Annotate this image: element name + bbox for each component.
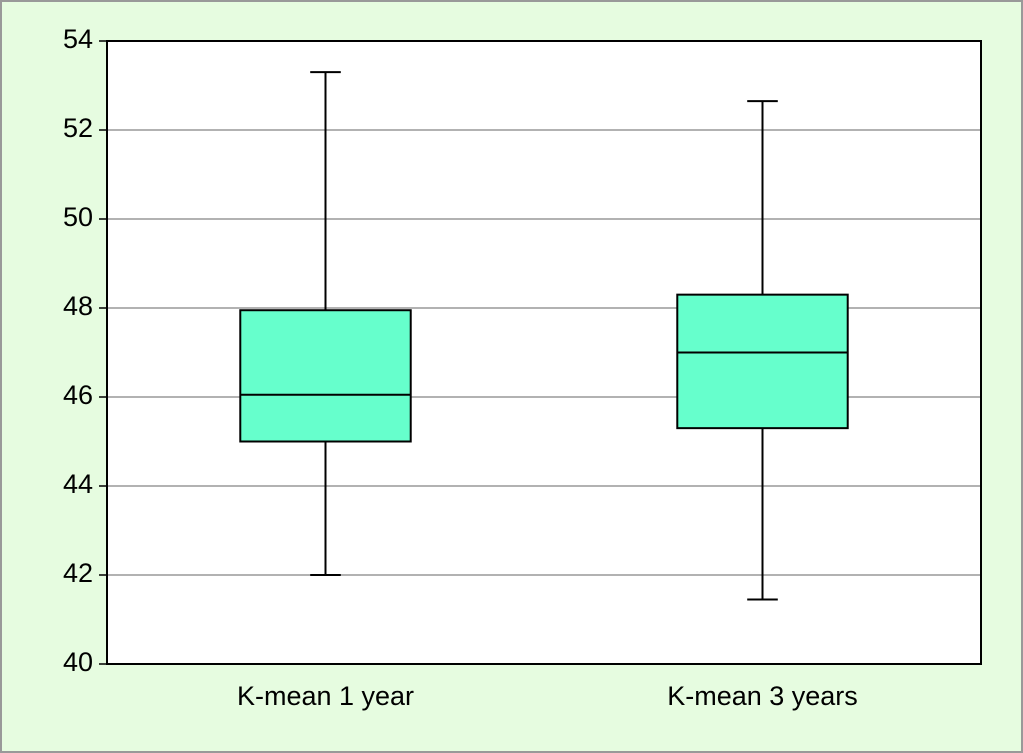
plot-frame: [106, 40, 982, 665]
y-tick-label: 44: [63, 469, 93, 499]
box: [239, 309, 412, 443]
y-tick-label: 50: [63, 202, 93, 232]
y-tick-label: 52: [63, 113, 93, 143]
y-tick-label: 40: [63, 647, 93, 677]
y-tick-label: 54: [63, 24, 93, 54]
x-tick-label: K-mean 1 year: [237, 681, 414, 711]
plot-area: [107, 41, 981, 664]
box: [676, 293, 849, 430]
y-tick-label: 48: [63, 291, 93, 321]
y-tick-label: 46: [63, 380, 93, 410]
x-tick-label: K-mean 3 years: [667, 681, 858, 711]
y-tick-label: 42: [63, 558, 93, 588]
